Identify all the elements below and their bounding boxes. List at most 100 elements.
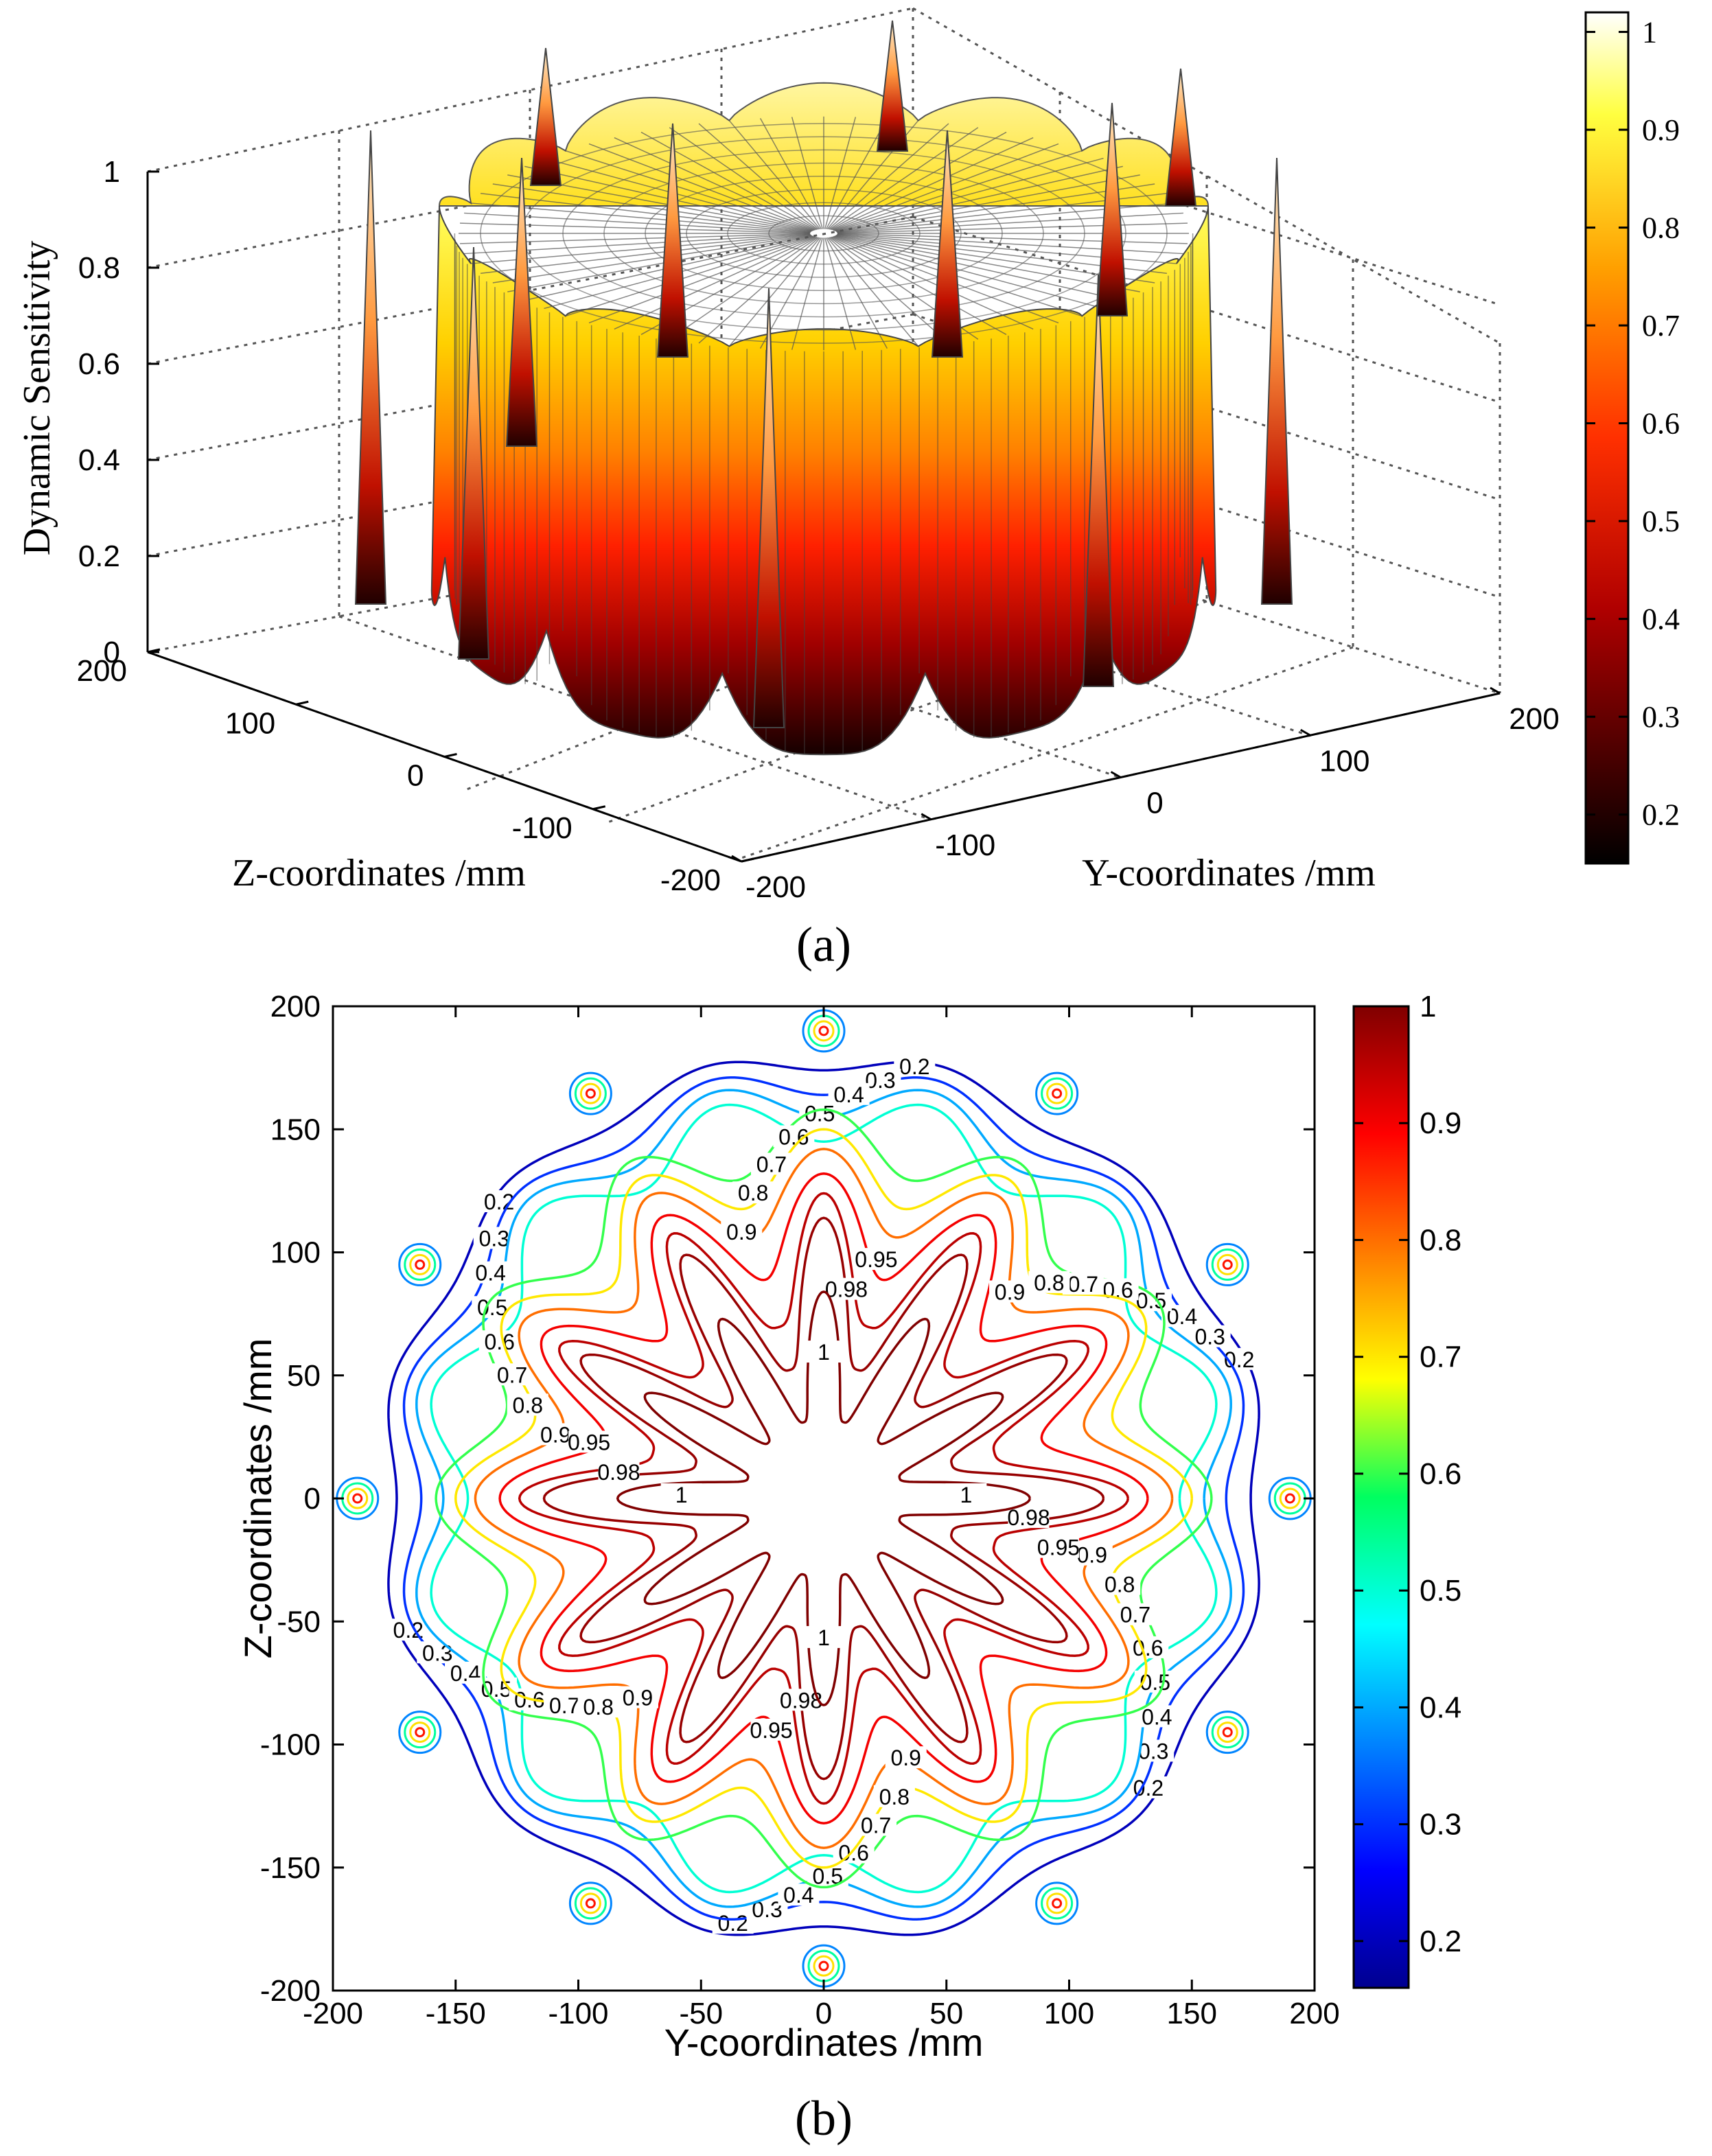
- boundary-hotspot: [415, 1727, 426, 1738]
- contour-label: 1: [818, 1625, 830, 1650]
- boundary-hotspot: [585, 1088, 596, 1099]
- y-tick-label: -50: [277, 1605, 321, 1638]
- contour-label: 0.9: [1077, 1543, 1107, 1568]
- zcoord-tick-label: 0: [407, 759, 424, 793]
- colorbar-tick-label: 0.7: [1642, 309, 1680, 343]
- mesh-spoke: [492, 183, 811, 233]
- surface-spike: [457, 246, 490, 660]
- mesh-spoke: [669, 237, 818, 340]
- x-tick-label: 0: [815, 1997, 832, 2030]
- boundary-hotspot: [398, 1711, 442, 1754]
- mesh-spoke: [480, 234, 811, 274]
- zcoord-tick-label: -100: [512, 811, 572, 845]
- contour-label: 0.95: [855, 1247, 897, 1272]
- contour-plot-canvas: 0.20.20.20.20.20.20.30.30.30.30.30.30.40…: [236, 990, 1461, 2146]
- contour-label-bg: [478, 1190, 520, 1213]
- boundary-hotspot: [1046, 1082, 1068, 1104]
- mesh-spoke: [835, 235, 1140, 292]
- mesh-spoke: [507, 235, 812, 292]
- mesh-ring: [645, 176, 1003, 291]
- ycoord-tick-mark: [921, 813, 932, 821]
- boundary-hotspot: [347, 1487, 369, 1509]
- contour-label: 0.7: [1068, 1272, 1098, 1297]
- surface-spike: [1164, 68, 1197, 207]
- boundary-hotspot: [1222, 1259, 1233, 1270]
- boundary-hotspot: [352, 1493, 363, 1504]
- ycoord-tick-mark: [1110, 771, 1122, 778]
- boundary-hotspot: [409, 1253, 431, 1275]
- contour-label: 1: [675, 1483, 688, 1507]
- contour-level-0.2: [387, 1060, 1260, 1936]
- surface-spike: [752, 288, 785, 728]
- contour-label-bg: [598, 1460, 640, 1483]
- mesh-spoke: [824, 237, 857, 350]
- ycoord-tick-label: 200: [1509, 702, 1559, 736]
- contour-label-bg: [778, 1883, 820, 1906]
- contour-label-bg: [1134, 1670, 1176, 1693]
- contour-level-1: [616, 1290, 1031, 1706]
- contour-label: 0.2: [1133, 1776, 1164, 1800]
- surface-z-ticks: 0 0.2 0.4 0.6 0.8 1: [78, 155, 159, 669]
- contour-label: 0.3: [1138, 1739, 1168, 1764]
- contour-label: 0.98: [825, 1277, 868, 1302]
- contour-level-0.98: [542, 1216, 1105, 1781]
- colorbar-tick-label: 0.4: [1642, 603, 1680, 636]
- contour-label-bg: [491, 1363, 533, 1386]
- boundary-hotspot: [1052, 1898, 1063, 1909]
- contour-label-bg: [855, 1248, 897, 1271]
- colorbar-tick-label: 0.6: [1642, 407, 1680, 441]
- y-tick-label: 100: [270, 1236, 321, 1270]
- colorbar-tick-label: 0.7: [1420, 1341, 1461, 1374]
- mesh-spoke: [492, 234, 811, 283]
- contour-label-bg: [478, 1330, 520, 1353]
- mesh-ring: [480, 123, 1168, 344]
- contour-label-bg: [1008, 1506, 1050, 1529]
- contour-label: 0.95: [750, 1718, 792, 1743]
- contour-label: 0.4: [1142, 1704, 1172, 1729]
- z-tick-label: 1: [104, 155, 120, 189]
- contour-label: 0.7: [1120, 1603, 1150, 1627]
- mesh-spoke: [588, 143, 815, 231]
- contour-ylabel: Z-coordinates /mm: [236, 1338, 279, 1659]
- mesh-spoke: [835, 235, 1123, 301]
- mesh-spoke: [614, 137, 816, 231]
- mesh-spoke: [837, 233, 1188, 244]
- boundary-hotspot: [574, 1077, 607, 1110]
- surface-zlabel: Dynamic Sensitivity: [16, 241, 58, 556]
- contour-label-bg: [568, 1430, 610, 1453]
- mesh-spoke: [828, 123, 949, 230]
- contour-label: 0.8: [738, 1181, 768, 1205]
- mesh-spoke: [834, 235, 1104, 310]
- boundary-hotspot: [1279, 1487, 1301, 1509]
- contour-label: 0.7: [497, 1363, 527, 1387]
- contour-label-bg: [750, 1718, 792, 1741]
- mesh-spoke: [698, 123, 820, 230]
- colorbar-tick-label: 0.8: [1642, 211, 1680, 245]
- colorbar-tick-label: 0.3: [1642, 700, 1680, 734]
- mesh-spoke: [728, 237, 821, 347]
- panel-a-label: (a): [796, 917, 851, 972]
- y-tick-label: -100: [260, 1728, 321, 1762]
- colorbar-tick-label: 1: [1420, 990, 1436, 1023]
- boundary-hotspot: [1052, 1088, 1063, 1099]
- contour-label-bg: [1037, 1535, 1079, 1558]
- y-tick-label: 200: [270, 990, 321, 1023]
- mesh-spoke: [835, 165, 1123, 232]
- contour-label: 0.95: [1037, 1535, 1080, 1560]
- contour-label-bg: [507, 1393, 548, 1416]
- surface-ycoord-ticks: -200 -100 0 100 200: [731, 686, 1560, 904]
- mesh-spoke: [588, 236, 815, 324]
- mesh-spoke: [759, 117, 822, 230]
- contour-label-bg: [825, 1277, 867, 1300]
- boundary-hotspot: [404, 1716, 437, 1749]
- boundary-hotspot: [398, 1242, 442, 1286]
- mesh-spoke: [471, 202, 811, 233]
- contour-level-0.7: [454, 1128, 1194, 1869]
- contour-label: 0.3: [1194, 1325, 1225, 1349]
- zcoord-tick-label: 100: [225, 706, 275, 740]
- colorbar-tick-label: 0.9: [1420, 1106, 1461, 1140]
- colorbar-tick-label: 0.6: [1420, 1457, 1461, 1491]
- mesh-spoke: [837, 212, 1183, 233]
- surface-mesh: [354, 20, 1293, 756]
- contour-label-bg: [945, 1483, 987, 1505]
